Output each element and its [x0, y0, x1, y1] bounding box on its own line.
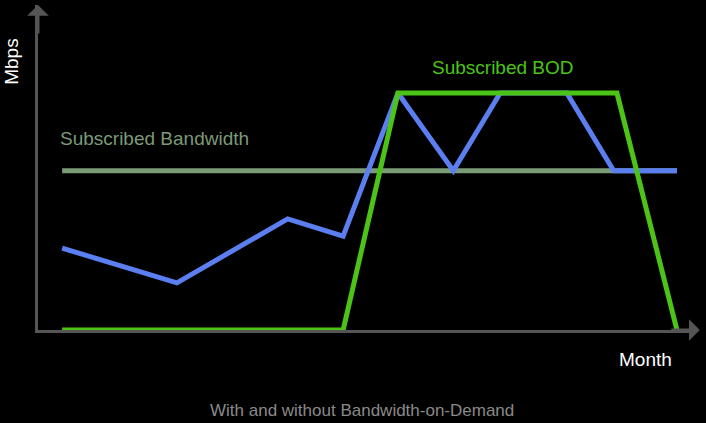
svg-text:Month: Month [619, 349, 672, 370]
svg-text:Subscribed BOD: Subscribed BOD [432, 57, 574, 78]
svg-text:Mbps: Mbps [1, 38, 22, 84]
svg-text:Subscribed Bandwidth: Subscribed Bandwidth [60, 128, 249, 149]
svg-text:With and without Bandwidth-on-: With and without Bandwidth-on-Demand [210, 401, 514, 420]
